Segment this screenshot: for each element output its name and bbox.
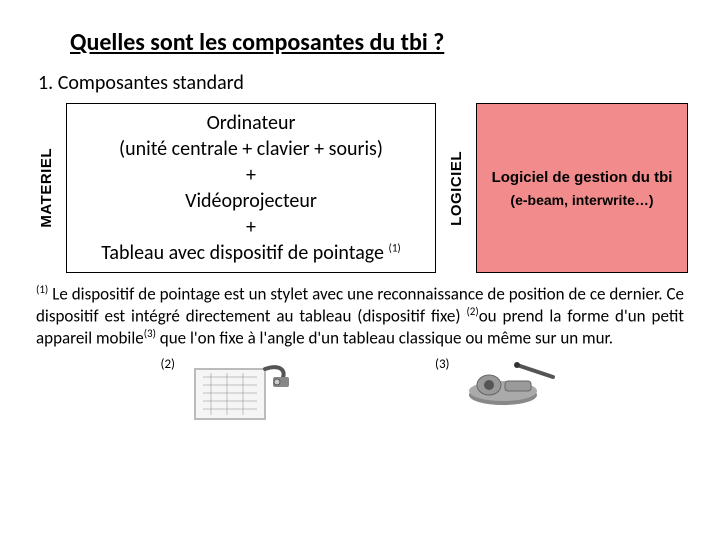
logiciel-box: Logiciel de gestion du tbi (e-beam, inte… bbox=[476, 103, 688, 273]
whiteboard-device-icon bbox=[185, 355, 295, 434]
materiel-line-4: Vidéoprojecteur bbox=[79, 188, 423, 214]
page-title: Quelles sont les composantes du tbi ? bbox=[70, 28, 700, 57]
footnote-paragraph: (1) Le dispositif de pointage est un sty… bbox=[36, 283, 684, 349]
materiel-line-6-sup: (1) bbox=[389, 241, 401, 254]
materiel-label-text: MATERIEL bbox=[38, 148, 55, 228]
content-row: MATERIEL Ordinateur (unité centrale + cl… bbox=[32, 103, 688, 273]
footnote-sup-1: (1) bbox=[36, 283, 48, 296]
materiel-line-1: Ordinateur bbox=[79, 110, 423, 136]
image-label-3: (3) bbox=[435, 355, 449, 372]
materiel-line-6-text: Tableau avec dispositif de pointage bbox=[101, 241, 388, 265]
image-label-2: (2) bbox=[161, 355, 175, 372]
materiel-line-5: + bbox=[79, 214, 423, 240]
footnote-sup-3: (3) bbox=[144, 327, 156, 340]
materiel-line-6: Tableau avec dispositif de pointage (1) bbox=[79, 240, 423, 266]
section-subtitle: 1. Composantes standard bbox=[38, 71, 700, 95]
materiel-vertical-label: MATERIEL bbox=[32, 103, 60, 273]
image-group-3: (3) bbox=[435, 355, 559, 414]
logiciel-main-text: Logiciel de gestion du tbi bbox=[492, 169, 673, 186]
image-group-2: (2) bbox=[161, 355, 295, 434]
materiel-line-3: + bbox=[79, 162, 423, 188]
materiel-box: Ordinateur (unité centrale + clavier + s… bbox=[66, 103, 436, 273]
images-row: (2) bbox=[20, 355, 700, 434]
logiciel-vertical-label: LOGICIEL bbox=[442, 103, 470, 273]
logiciel-label-text: LOGICIEL bbox=[448, 151, 465, 226]
footnote-part-3: que l'on fixe à l'angle d'un tableau cla… bbox=[156, 327, 613, 348]
logiciel-sub-text: (e-beam, interwrite…) bbox=[510, 192, 653, 208]
footnote-sup-2: (2) bbox=[466, 305, 478, 318]
materiel-line-2: (unité centrale + clavier + souris) bbox=[79, 136, 423, 162]
mobile-device-icon bbox=[459, 355, 559, 414]
